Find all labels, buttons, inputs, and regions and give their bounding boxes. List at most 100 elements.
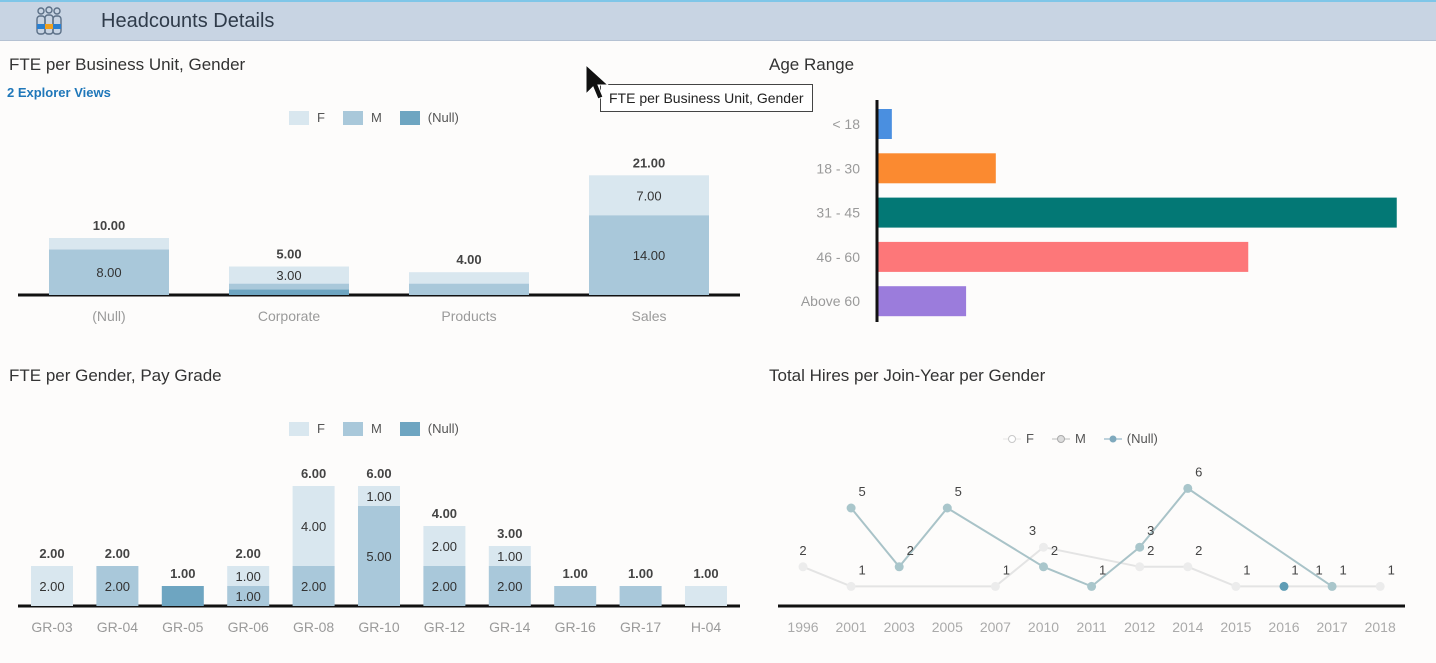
age-bar [877,153,996,184]
legend-business-unit: F M (Null) [289,110,459,125]
category-label: 31 - 45 [816,205,860,221]
legend-item-null[interactable]: (Null) [399,421,459,436]
bar-segment-f [685,586,727,606]
legend-marker-icon [1051,434,1070,443]
legend-item-null[interactable]: (Null) [399,110,459,125]
category-label: GR-10 [358,619,399,635]
total-label: 2.00 [105,546,130,561]
category-label: 2007 [980,619,1011,635]
category-label: Sales [631,308,666,324]
data-point [798,562,808,572]
legend-item-f[interactable]: F [1003,431,1034,446]
bar-segment-m [49,249,169,295]
legend-item-m[interactable]: M [342,110,382,125]
series-line-f [802,546,1381,588]
legend-swatch [399,110,420,125]
top-accent-line [0,0,1436,2]
segment-label: 3.00 [276,268,301,283]
data-label: 2 [1195,543,1202,558]
bar-segment-f [31,566,73,606]
legend-label: M [370,110,382,125]
legend-item-null[interactable]: (Null) [1103,431,1158,446]
data-label: 1 [1003,562,1010,577]
bar-segment-f [292,486,335,566]
legend-item-m[interactable]: M [342,421,382,436]
category-label: 46 - 60 [816,249,860,265]
category-label: 2001 [836,619,867,635]
category-label: 2018 [1365,619,1396,635]
category-label: 2016 [1268,619,1299,635]
legend-swatch [289,421,309,436]
bar-segment-m [619,586,662,606]
chart-title-business-unit: FTE per Business Unit, Gender [9,55,246,74]
data-point [1135,562,1145,572]
explorer-views-link[interactable]: 2 Explorer Views [7,85,111,100]
data-point [1039,542,1048,552]
chart-title-hires: Total Hires per Join-Year per Gender [769,366,1046,385]
legend-swatch [399,421,420,436]
data-label: 3 [1029,523,1036,538]
segment-label: 2.00 [301,579,326,594]
total-label: 4.00 [432,506,457,521]
category-label: GR-16 [555,619,596,635]
legend-label: F [317,421,325,436]
age-bar [877,197,1397,228]
category-label: GR-12 [424,619,465,635]
page-header: Headcounts Details [0,2,1436,41]
data-point [1087,581,1097,591]
category-label: 2017 [1317,619,1348,635]
data-point [1327,581,1337,591]
bar-segment-f [229,266,349,284]
chart-title-age-range: Age Range [769,55,855,74]
data-point [846,581,856,591]
bar-segment-f [589,175,709,216]
data-label: 6 [1195,464,1202,479]
total-label: 6.00 [301,466,326,481]
segment-label: 2.00 [497,579,522,594]
legend-item-f[interactable]: F [289,421,325,436]
segment-label: 1.00 [366,489,391,504]
bar-segment-m [409,283,529,295]
series-line-m [850,487,1333,588]
legend-hires: F M (Null) [1003,431,1158,446]
category-label: 2014 [1172,619,1203,635]
legend-label: (Null) [427,110,459,125]
segment-label: 8.00 [96,265,121,280]
bar-segment-null [229,289,349,295]
total-label: 4.00 [456,252,481,267]
segment-label: 4.00 [301,519,326,534]
bar-segment-m [292,566,335,606]
data-label: 1 [1388,562,1395,577]
data-label: 1 [1099,562,1106,577]
category-label: 1996 [787,619,818,635]
legend-label: F [317,110,325,125]
data-point [942,503,952,513]
category-label: GR-06 [228,619,269,635]
category-label: Corporate [258,308,320,324]
segment-label: 1.00 [497,549,522,564]
category-label: 2012 [1124,619,1155,635]
legend-marker-icon [1103,435,1122,442]
bar-segment-f [423,526,466,566]
bar-segment-m [229,283,349,290]
segment-label: 2.00 [105,579,130,594]
total-label: 1.00 [628,566,653,581]
bar-segment-m [589,215,709,295]
total-label: 3.00 [497,526,522,541]
legend-swatch [342,110,363,125]
bar-segment-f [49,238,169,250]
category-label: (Null) [92,308,125,324]
category-label: GR-17 [620,619,661,635]
data-point [1279,581,1289,591]
category-label: GR-08 [293,619,334,635]
data-label: 2 [799,543,806,558]
legend-label: (Null) [427,421,459,436]
data-label: 1 [858,562,865,577]
category-label: 2003 [884,619,915,635]
total-label: 1.00 [693,566,718,581]
legend-item-m[interactable]: M [1051,431,1086,446]
data-point [894,562,904,572]
legend-item-f[interactable]: F [289,110,325,125]
category-label: < 18 [832,116,860,132]
category-label: 18 - 30 [816,160,860,176]
